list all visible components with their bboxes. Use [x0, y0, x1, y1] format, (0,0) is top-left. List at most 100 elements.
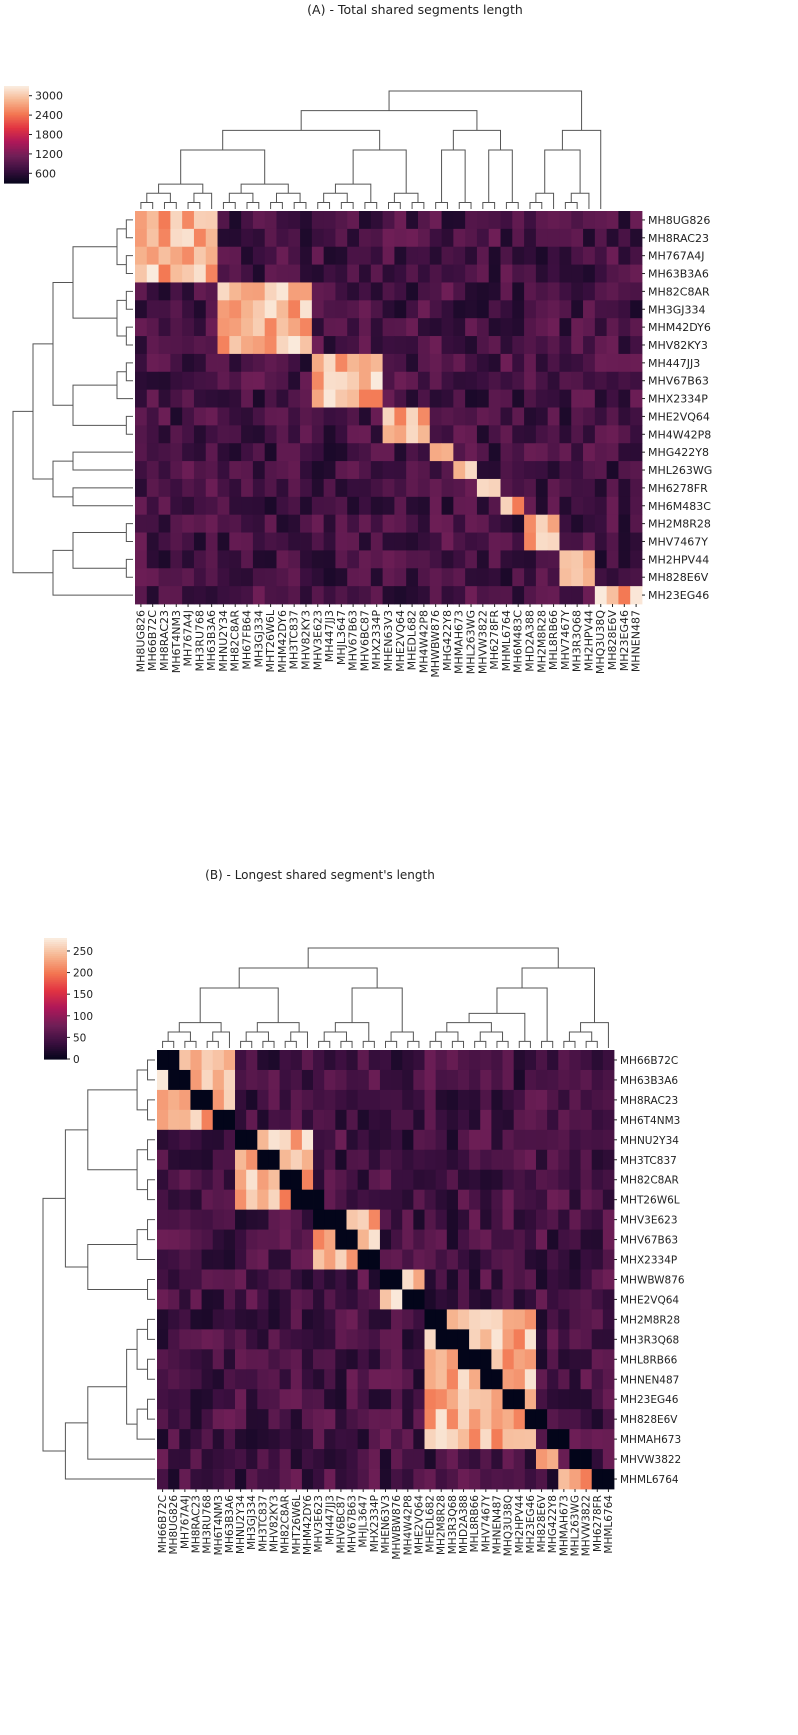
heatmap-cell — [276, 478, 289, 498]
heatmap-cell — [135, 478, 148, 498]
col-dendrogram-link — [212, 1031, 230, 1048]
heatmap-cell — [190, 1469, 202, 1490]
heatmap-cell — [190, 1429, 202, 1450]
heatmap-cell — [480, 1129, 492, 1151]
heatmap-cell — [524, 282, 537, 301]
heatmap-cell — [402, 1249, 414, 1270]
row-label: MH23EG46 — [620, 1394, 679, 1406]
heatmap-cell — [347, 568, 360, 587]
heatmap-cell — [205, 514, 218, 533]
heatmap-cell — [168, 1389, 180, 1410]
colorbar-segment — [4, 124, 29, 128]
heatmap-cell — [146, 496, 159, 516]
heatmap-cell — [606, 461, 619, 480]
heatmap-cell — [182, 282, 195, 301]
heatmap-cell — [276, 300, 289, 319]
col-dendrogram-b — [162, 947, 609, 1048]
col-dendrogram-link — [334, 1022, 370, 1042]
heatmap-cell — [512, 478, 525, 498]
heatmap-cell — [301, 1289, 314, 1310]
heatmap-cell — [264, 514, 277, 533]
heatmap-cell — [547, 1429, 559, 1450]
heatmap-cell — [630, 264, 643, 283]
heatmap-cell — [313, 1329, 325, 1350]
heatmap-cell — [391, 1209, 403, 1230]
heatmap-cell — [264, 532, 277, 551]
col-dendrogram-link — [362, 1040, 375, 1048]
heatmap-cell — [524, 1469, 537, 1490]
colorbar-tick-label: 0 — [73, 1054, 80, 1066]
heatmap-cell — [457, 1389, 470, 1410]
heatmap-cell — [513, 1149, 526, 1171]
heatmap-cell — [441, 228, 454, 248]
col-dendrogram-link — [178, 1022, 222, 1032]
heatmap-cell — [547, 1089, 559, 1111]
heatmap-cell — [535, 228, 549, 248]
heatmap-cell — [594, 371, 608, 391]
col-dendrogram-link — [385, 1040, 398, 1048]
row-label: MH2M8R28 — [648, 518, 711, 531]
heatmap-cell — [406, 389, 419, 408]
heatmap-cell — [413, 1149, 425, 1171]
heatmap-cell — [179, 1449, 191, 1470]
heatmap-cell — [193, 425, 207, 444]
heatmap-cell — [252, 532, 266, 551]
heatmap-cell — [190, 1449, 202, 1470]
heatmap-cell — [190, 1229, 202, 1250]
heatmap-cell — [618, 586, 631, 605]
heatmap-cell — [535, 1369, 548, 1390]
heatmap-cell — [559, 371, 572, 391]
heatmap-cell — [193, 336, 207, 355]
row-label: MH66B72C — [620, 1055, 678, 1067]
heatmap-cell — [558, 1209, 570, 1230]
heatmap-cell — [429, 407, 442, 426]
heatmap-cell — [547, 568, 560, 587]
heatmap-cell — [368, 1089, 381, 1111]
heatmap-cell — [205, 228, 218, 248]
heatmap-cell — [241, 586, 254, 605]
heatmap-cell — [547, 407, 560, 426]
heatmap-cell — [500, 461, 513, 480]
heatmap-cell — [229, 532, 242, 551]
heatmap-cell — [435, 1209, 448, 1230]
heatmap-cell — [264, 568, 277, 587]
row-label: MHWBW876 — [620, 1274, 685, 1286]
heatmap-cell — [146, 300, 159, 319]
colorbar-segment — [4, 171, 29, 174]
heatmap-cell — [252, 550, 266, 569]
heatmap-cell — [591, 1069, 604, 1091]
colorbar-segment — [4, 166, 29, 170]
colorbar-segment — [4, 97, 29, 100]
col-label: MHEN63V3 — [380, 1495, 392, 1554]
heatmap-cell — [300, 586, 313, 605]
heatmap-cell — [370, 282, 383, 301]
heatmap-cell — [146, 211, 159, 230]
heatmap-cell — [583, 318, 596, 337]
heatmap-cell — [170, 282, 183, 301]
heatmap-cell — [370, 228, 383, 248]
row-dendrogram-b — [42, 1059, 155, 1480]
heatmap-cell — [288, 264, 301, 283]
heatmap-cell — [446, 1289, 459, 1310]
heatmap-cell — [580, 1329, 593, 1350]
heatmap-cell — [288, 353, 301, 373]
heatmap-cell — [413, 1309, 425, 1330]
heatmap-cell — [394, 300, 407, 319]
heatmap-cell — [571, 496, 584, 516]
heatmap-cell — [311, 478, 325, 498]
heatmap-cell — [335, 1249, 347, 1270]
heatmap-cell — [402, 1269, 414, 1290]
heatmap-cell — [276, 425, 289, 444]
col-label: MHNU2Y34 — [217, 610, 230, 672]
heatmap-cell — [201, 1089, 214, 1111]
heatmap-cell — [370, 586, 383, 605]
heatmap-cell — [547, 425, 560, 444]
col-label: MH23EG46 — [618, 610, 631, 671]
heatmap-cell — [435, 1409, 448, 1430]
heatmap-cell — [524, 586, 537, 605]
heatmap-cell — [571, 461, 584, 480]
heatmap-cell — [190, 1069, 202, 1091]
heatmap-cell — [457, 1369, 470, 1390]
colorbar-segment — [44, 992, 67, 996]
heatmap-cell — [347, 478, 360, 498]
